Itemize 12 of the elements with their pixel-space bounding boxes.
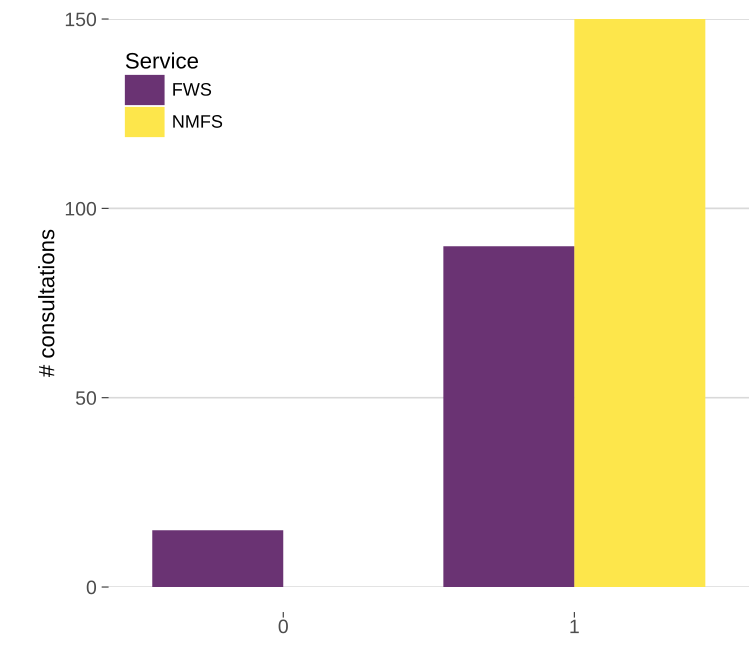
y-tick-label: 100 xyxy=(66,202,96,216)
legend-title: Service xyxy=(126,52,198,69)
bar xyxy=(152,530,284,588)
legend-label: FWS xyxy=(173,83,212,96)
legend-label: NMFS xyxy=(173,115,222,128)
bar xyxy=(574,19,706,588)
y-tick-label: 50 xyxy=(76,391,96,405)
y-tick-label: 150 xyxy=(66,12,96,26)
bar xyxy=(443,246,574,588)
y-axis-title: # consultations xyxy=(38,230,54,378)
y-tick-label: 0 xyxy=(86,580,96,594)
x-tick-label: 1 xyxy=(570,620,579,634)
